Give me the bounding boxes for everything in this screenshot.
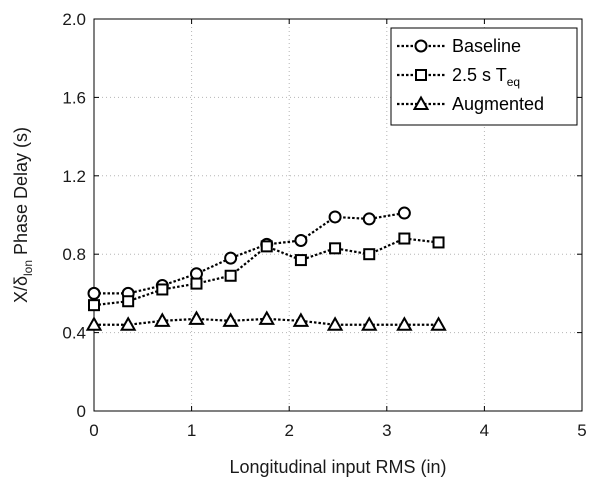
legend-label: 2.5 s Teq <box>452 65 520 89</box>
x-tick-label: 3 <box>382 421 391 440</box>
data-point-triangle <box>85 316 103 331</box>
y-axis-label: X/δlon Phase Delay (s) <box>11 127 35 303</box>
data-point-triangle <box>430 316 447 331</box>
data-point-triangle <box>361 316 378 331</box>
legend-entry: 2.5 s Teq <box>397 65 520 89</box>
x-axis-label: Longitudinal input RMS (in) <box>229 457 446 477</box>
data-point-square <box>329 242 342 255</box>
legend-entry: Baseline <box>397 36 521 56</box>
data-point-circle <box>397 206 411 220</box>
x-tick-label: 1 <box>187 421 196 440</box>
x-tick-label: 0 <box>89 421 98 440</box>
data-point-square <box>88 299 100 312</box>
data-point-triangle <box>396 316 413 331</box>
y-tick-label: 1.6 <box>62 88 86 107</box>
data-point-circle <box>294 233 308 247</box>
y-tick-label: 0.4 <box>62 324 86 343</box>
data-point-triangle <box>222 312 239 327</box>
data-point-triangle <box>258 310 275 325</box>
legend-marker-square <box>415 69 427 81</box>
data-point-circle <box>87 286 101 300</box>
legend-marker-circle <box>414 39 428 53</box>
y-tick-label: 2.0 <box>62 10 86 29</box>
data-point-square <box>432 236 445 249</box>
data-point-square <box>224 269 237 282</box>
series-triangle <box>85 310 447 331</box>
data-point-triangle <box>154 312 171 327</box>
data-point-circle <box>328 210 342 224</box>
y-tick-label: 0 <box>77 402 86 421</box>
series-layer <box>85 206 447 331</box>
data-point-square <box>156 283 169 296</box>
y-axis-label-main: X/δ <box>11 276 31 303</box>
axis-ticks: 0 1 2 3 4 5 0 0.4 0.8 1.2 1.6 2.0 <box>62 10 586 440</box>
legend-label: Augmented <box>452 94 544 114</box>
y-tick-label: 1.2 <box>62 167 86 186</box>
data-point-square <box>122 295 135 308</box>
series-line <box>94 211 405 295</box>
y-tick-label: 0.8 <box>62 245 86 264</box>
y-axis-label-rest: Phase Delay (s) <box>11 127 31 260</box>
legend: Baseline 2.5 s Teq Augmented <box>390 27 578 126</box>
data-point-circle <box>224 251 238 265</box>
data-point-square <box>190 277 203 290</box>
data-point-square <box>363 248 376 261</box>
data-point-triangle <box>326 316 344 331</box>
data-point-circle <box>362 212 376 226</box>
data-point-triangle <box>188 310 205 325</box>
data-point-square <box>294 254 307 267</box>
y-axis-label-sub: lon <box>21 260 35 276</box>
plot-area-frame <box>93 18 583 412</box>
x-tick-label: 5 <box>577 421 586 440</box>
series-circle <box>87 206 411 300</box>
data-point-square <box>398 232 411 245</box>
x-tick-label: 4 <box>480 421 489 440</box>
legend-marker-triangle <box>412 95 430 110</box>
data-point-triangle <box>119 316 137 331</box>
data-point-square <box>260 240 273 253</box>
series-square <box>88 232 445 312</box>
x-tick-label: 2 <box>284 421 293 440</box>
legend-label: Baseline <box>452 36 521 56</box>
data-point-triangle <box>292 312 310 327</box>
legend-entry: Augmented <box>397 94 544 114</box>
